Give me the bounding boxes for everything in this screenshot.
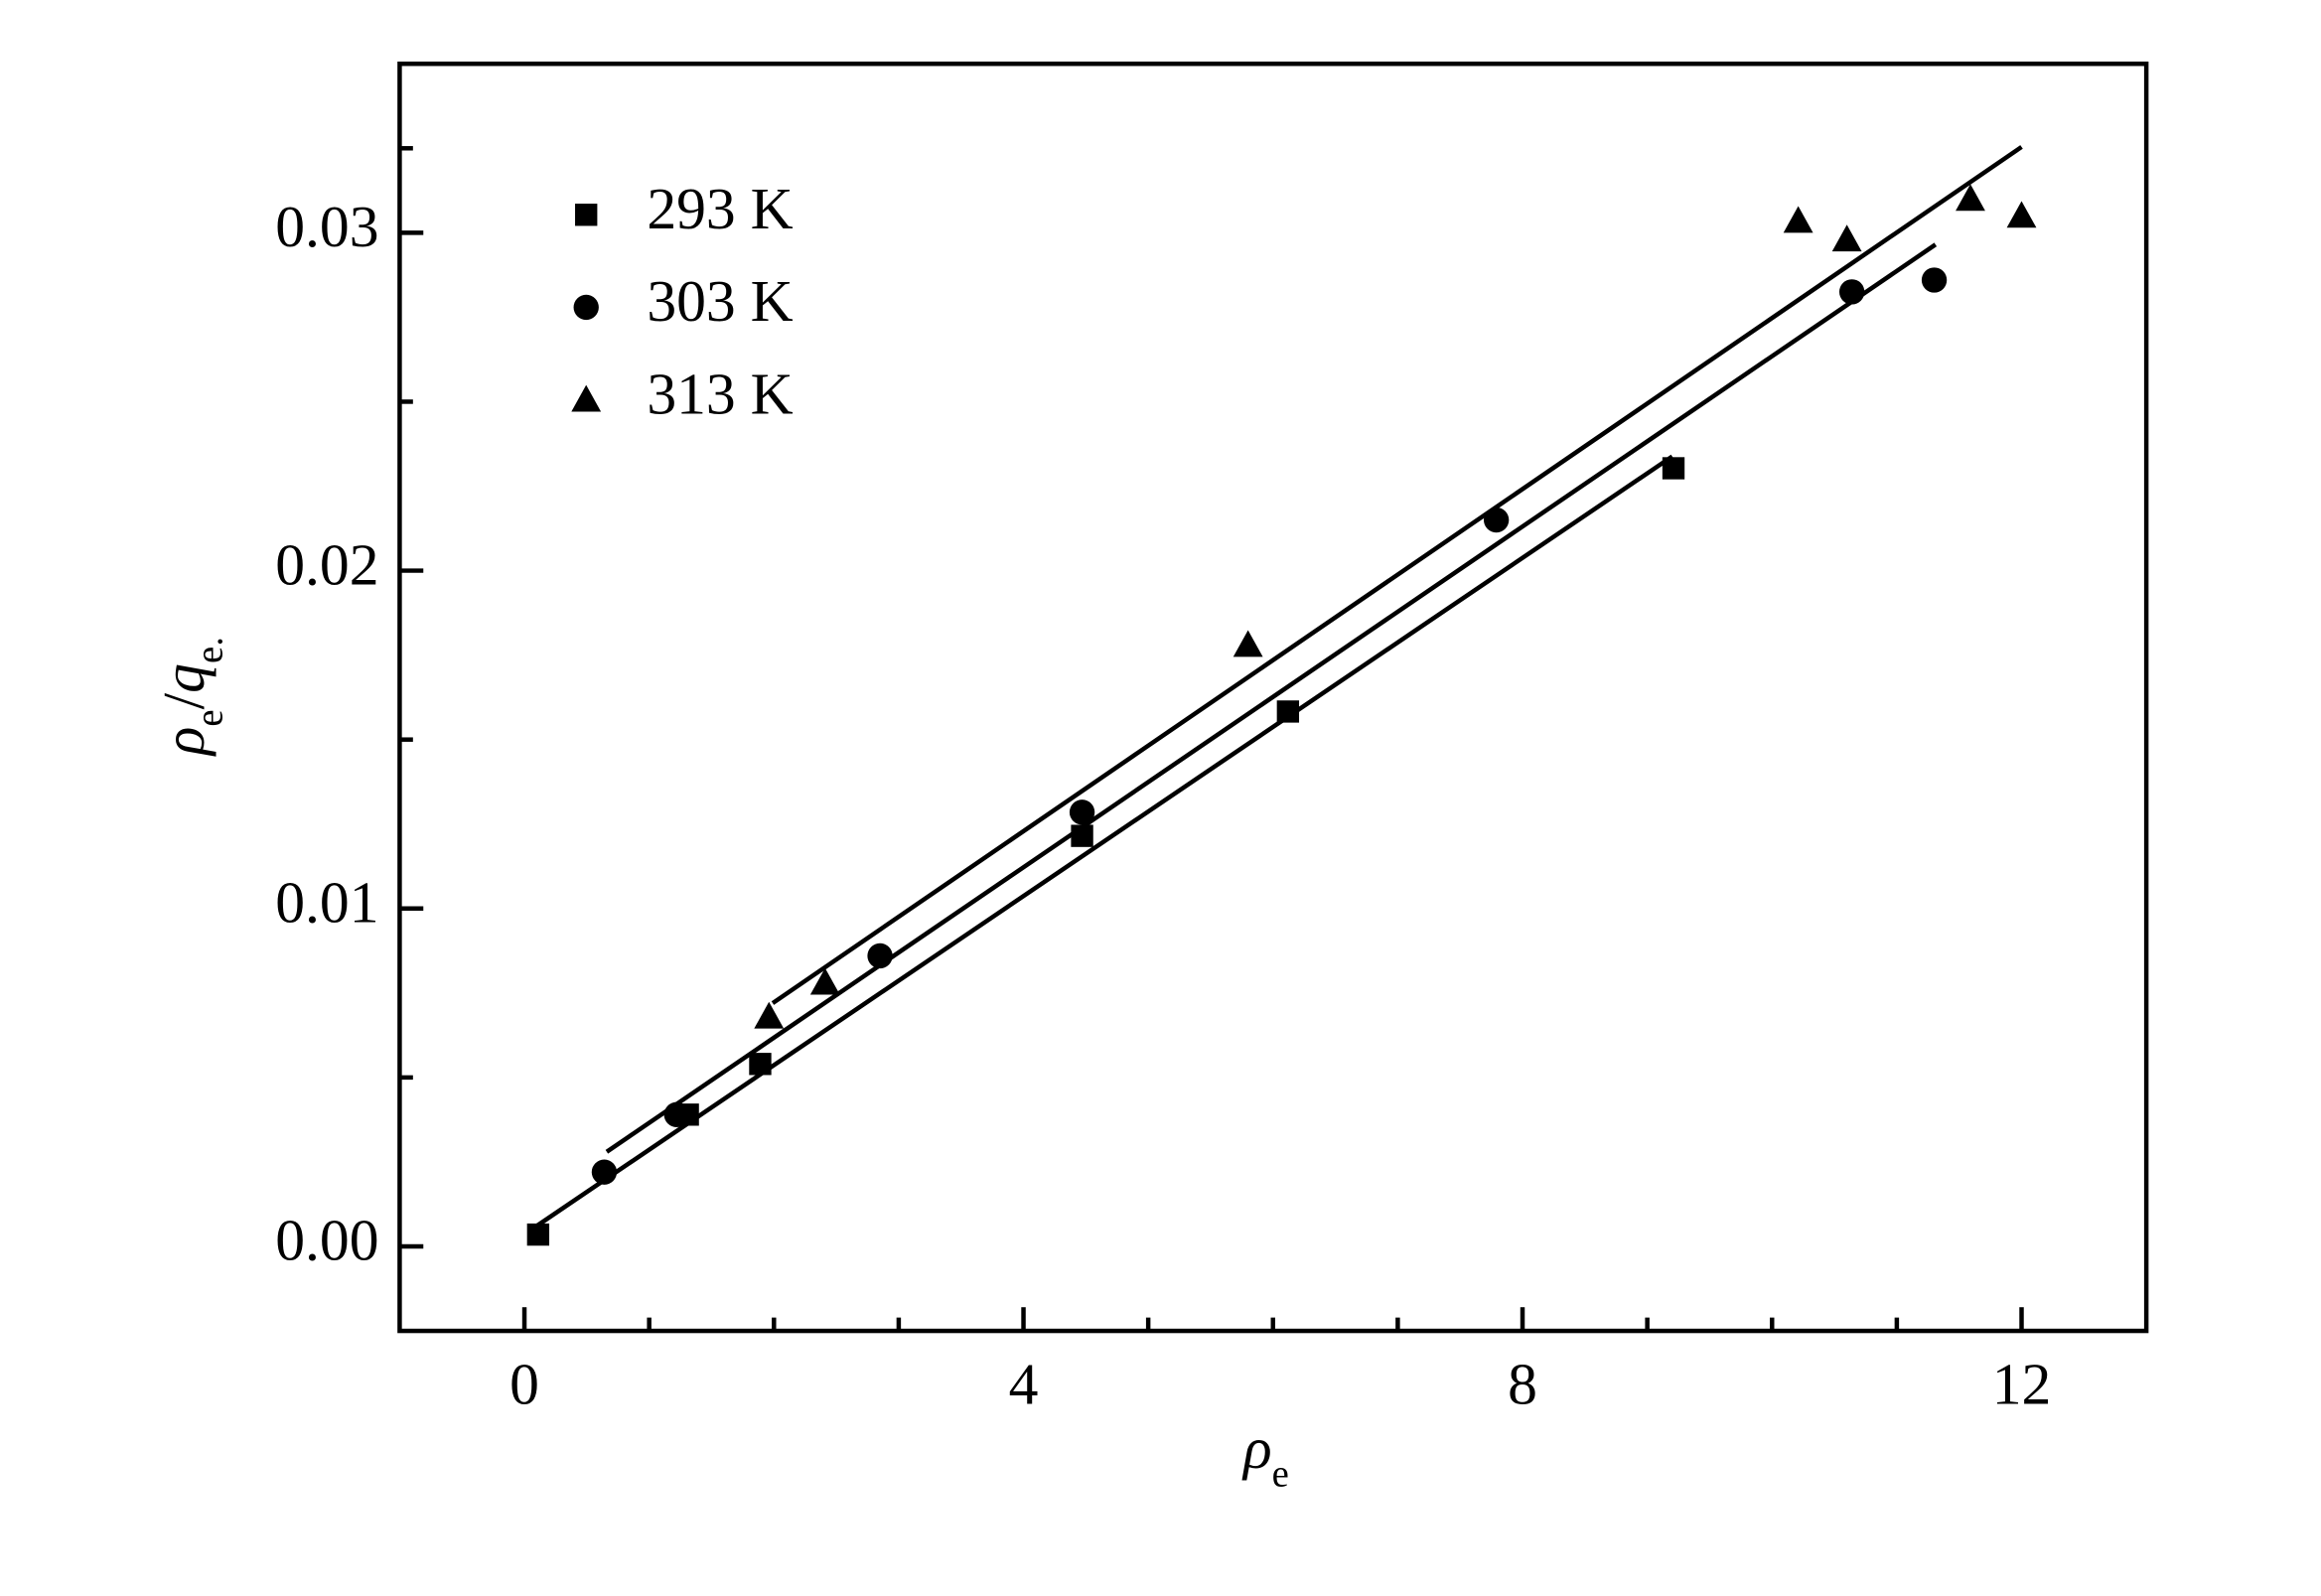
y-label-subscript: e: [189, 709, 231, 726]
marker-square: [526, 1223, 550, 1246]
x-label-subscript: e: [1272, 1452, 1289, 1495]
legend-label: 293 K: [647, 176, 793, 241]
marker-triangle: [754, 1001, 785, 1029]
y-axis-label: ρe/qe.: [150, 637, 230, 757]
x-tick-label: 4: [1009, 1351, 1039, 1416]
y-tick-label: 0.03: [275, 194, 378, 259]
marker-triangle: [1233, 630, 1263, 657]
marker-circle: [1838, 279, 1865, 305]
fit-line: [771, 145, 2023, 1005]
marker-square: [749, 1053, 772, 1076]
marker-square: [1662, 457, 1685, 480]
marker-triangle: [2006, 201, 2037, 228]
x-label-symbol: ρ: [1241, 1414, 1272, 1480]
y-tick-label: 0.01: [275, 869, 378, 935]
fit-line: [535, 454, 1674, 1229]
x-tick-label: 8: [1508, 1351, 1537, 1416]
fit-line: [605, 242, 1938, 1154]
legend-marker: [571, 384, 602, 412]
marker-circle: [663, 1101, 689, 1127]
y-tick-label: 0.00: [275, 1208, 378, 1273]
marker-circle: [867, 943, 893, 969]
legend-marker: [575, 204, 598, 226]
x-tick-label: 0: [509, 1351, 539, 1416]
legend-marker: [573, 294, 599, 321]
marker-triangle: [1783, 206, 1813, 233]
x-axis-label: ρe: [1241, 1414, 1289, 1495]
marker-circle: [1069, 799, 1095, 825]
y-label-subscript: e.: [189, 637, 231, 663]
y-label-separator: /: [150, 692, 216, 709]
marker-circle: [1921, 267, 1948, 293]
y-label-symbol: q: [150, 663, 216, 693]
legend-label: 313 K: [647, 361, 793, 426]
marker-square: [1276, 700, 1300, 723]
y-tick-label: 0.02: [275, 531, 378, 597]
marker-triangle: [1831, 224, 1862, 252]
x-tick-label: 12: [1992, 1351, 2052, 1416]
marker-triangle: [809, 967, 840, 995]
marker-triangle: [1956, 184, 1985, 212]
y-label-symbol: ρ: [150, 727, 216, 758]
marker-circle: [591, 1159, 618, 1185]
legend-label: 303 K: [647, 268, 793, 334]
